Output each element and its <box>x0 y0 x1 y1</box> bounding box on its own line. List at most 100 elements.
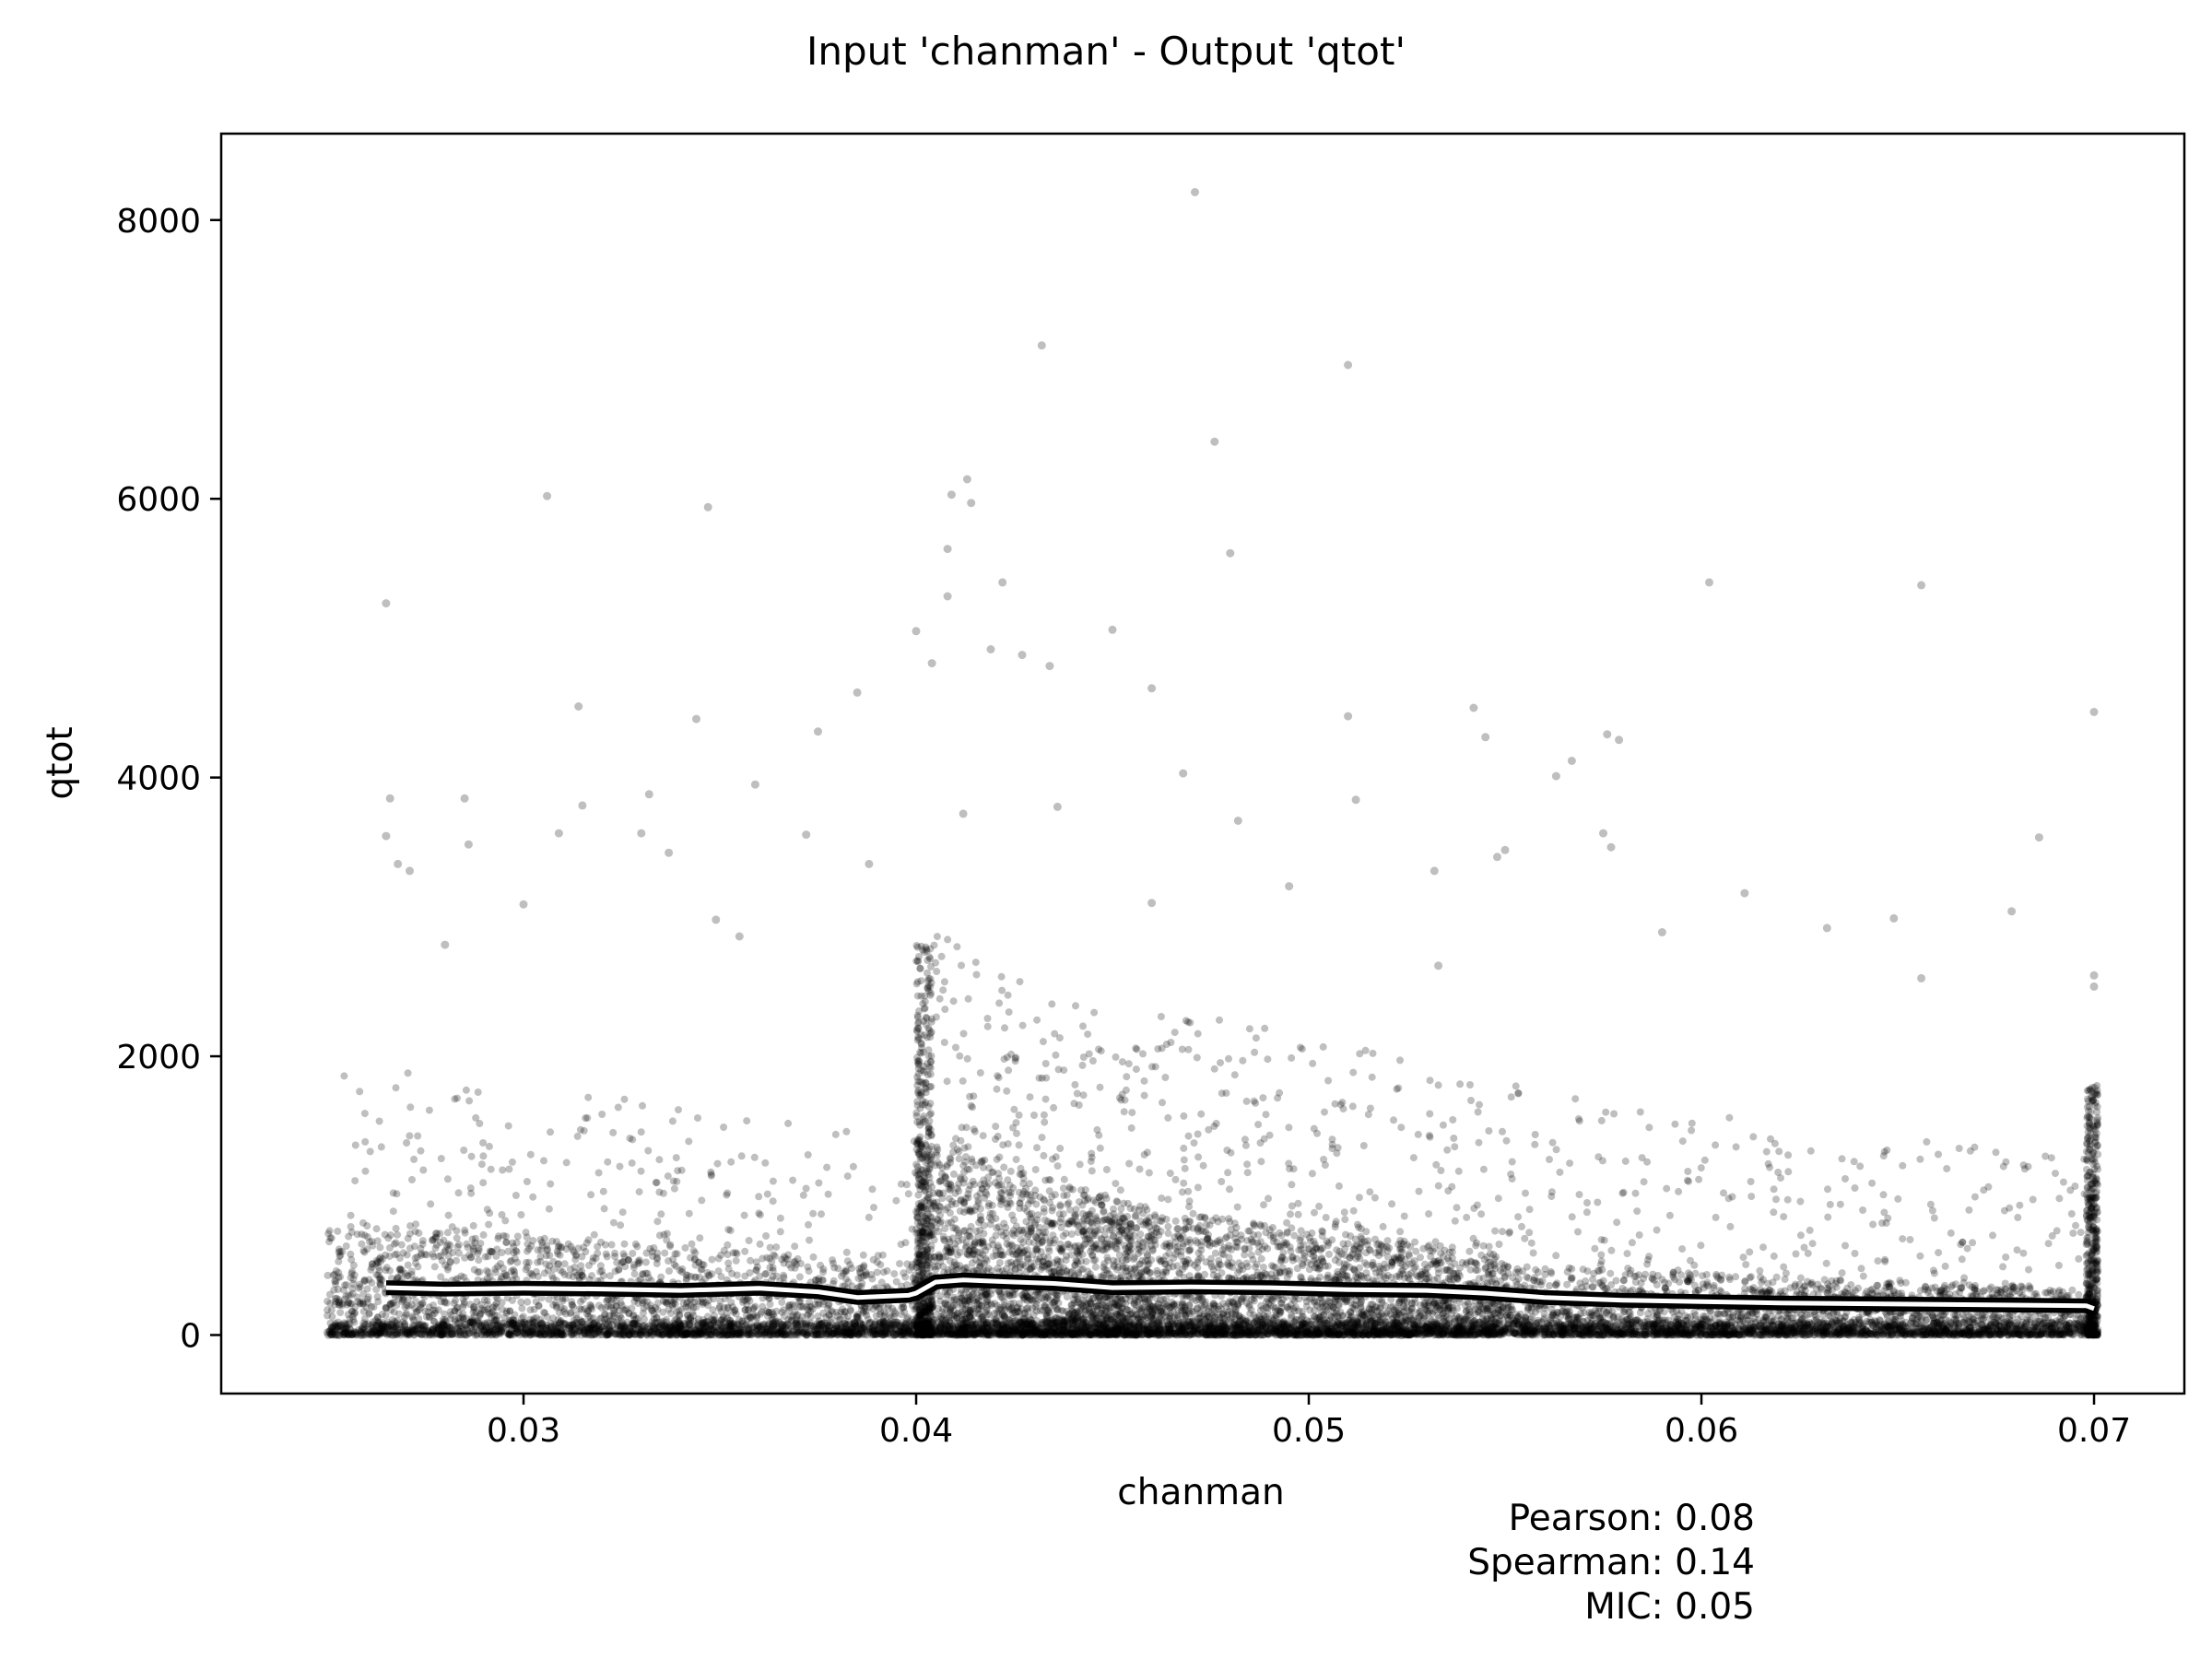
scatter-point <box>723 1324 731 1332</box>
scatter-point <box>475 1256 483 1265</box>
scatter-point <box>1100 1241 1108 1250</box>
scatter-point <box>687 1296 695 1304</box>
scatter-point <box>671 1321 679 1329</box>
scatter-point <box>535 1329 543 1337</box>
scatter-point <box>460 1147 468 1154</box>
scatter-point <box>599 1272 607 1279</box>
scatter-point <box>390 1323 398 1331</box>
scatter-point <box>490 1317 499 1324</box>
scatter-point <box>1066 1185 1075 1193</box>
scatter-point <box>897 1241 905 1249</box>
scatter-point <box>699 1300 707 1308</box>
scatter-point <box>406 1330 413 1338</box>
scatter-point <box>606 1312 614 1320</box>
scatter-point <box>671 1250 679 1258</box>
scatter-point <box>407 1300 416 1309</box>
scatter-point <box>418 1237 427 1245</box>
scatter-point <box>1049 1219 1057 1227</box>
scatter-point <box>397 1266 406 1274</box>
scatter-point <box>332 1266 340 1275</box>
scatter-point <box>946 1238 954 1246</box>
scatter-point <box>892 1330 900 1338</box>
scatter-point <box>449 1329 457 1337</box>
scatter-point <box>614 1103 622 1112</box>
scatter-point <box>818 1210 825 1218</box>
scatter-point <box>571 1329 579 1337</box>
scatter-point <box>622 1305 630 1313</box>
scatter-point <box>326 1290 334 1299</box>
scatter-point <box>650 1315 658 1324</box>
scatter-point <box>372 1225 381 1233</box>
scatter-point <box>806 1322 815 1329</box>
scatter-point <box>404 1261 412 1269</box>
scatter-point <box>1045 1247 1053 1255</box>
scatter-point <box>747 1256 755 1265</box>
scatter-point <box>797 1325 806 1334</box>
scatter-point <box>324 1312 332 1320</box>
scatter-point <box>356 1300 364 1308</box>
scatter-point <box>477 1160 486 1169</box>
scatter-point <box>539 1331 547 1339</box>
scatter-point <box>1067 1301 1076 1310</box>
scatter-point <box>541 1309 549 1317</box>
scatter-point <box>1030 1112 1038 1119</box>
scatter-point <box>847 1329 855 1337</box>
scatter-point <box>572 1251 581 1259</box>
scatter-point <box>787 1324 795 1332</box>
scatter-point <box>364 1320 372 1328</box>
scatter-point <box>906 1327 913 1335</box>
scatter-point <box>466 1322 475 1330</box>
scatter-point <box>701 1299 710 1307</box>
scatter-point <box>1056 1201 1065 1209</box>
scatter-point <box>678 1331 687 1339</box>
scatter-point <box>754 1331 762 1339</box>
scatter-point <box>909 1301 916 1310</box>
scatter-point <box>672 1154 680 1162</box>
scatter-point <box>588 1272 596 1280</box>
scatter-point <box>484 1253 492 1261</box>
scatter-point <box>611 1253 619 1261</box>
scatter-point <box>950 1312 959 1320</box>
scatter-point <box>1036 1193 1044 1201</box>
scatter-point <box>461 1253 469 1262</box>
scatter-point <box>815 1300 823 1308</box>
scatter-point <box>705 1331 713 1339</box>
scatter-point <box>488 1330 497 1338</box>
scatter-point <box>400 1296 408 1304</box>
scatter-point <box>793 1329 801 1337</box>
scatter-point <box>724 1330 733 1338</box>
scatter-point <box>1079 1022 1087 1030</box>
scatter-point <box>373 1259 382 1266</box>
scatter-point <box>344 1311 352 1319</box>
scatter-point <box>751 1302 759 1311</box>
scatter-point <box>737 1329 746 1336</box>
scatter-point <box>545 1205 553 1213</box>
scatter-point <box>809 1253 818 1261</box>
scatter-point <box>1041 1060 1050 1067</box>
scatter-point <box>425 1331 433 1339</box>
scatter-point <box>740 1211 748 1219</box>
scatter-point <box>628 1159 636 1167</box>
scatter-point <box>803 1303 811 1312</box>
scatter-point <box>618 1208 627 1217</box>
scatter-point <box>351 1141 359 1149</box>
scatter-point <box>429 1301 437 1310</box>
scatter-point <box>662 1322 670 1330</box>
scatter-point <box>597 1238 605 1246</box>
scatter-point <box>571 1322 579 1330</box>
scatter-point <box>408 1176 416 1183</box>
scatter-point <box>818 1331 827 1339</box>
scatter-point <box>347 1308 356 1315</box>
scatter-point <box>334 1227 342 1235</box>
scatter-point <box>653 1260 661 1267</box>
scatter-point <box>702 1317 711 1325</box>
scatter-point <box>848 1265 855 1272</box>
scatter-point <box>782 1323 791 1331</box>
scatter-point <box>947 1159 954 1167</box>
scatter-point <box>978 1237 986 1245</box>
scatter-point <box>841 1320 849 1328</box>
scatter-point <box>762 1327 771 1335</box>
scatter-point <box>629 1135 637 1144</box>
scatter-point <box>359 1218 367 1227</box>
scatter-point <box>868 1331 877 1339</box>
